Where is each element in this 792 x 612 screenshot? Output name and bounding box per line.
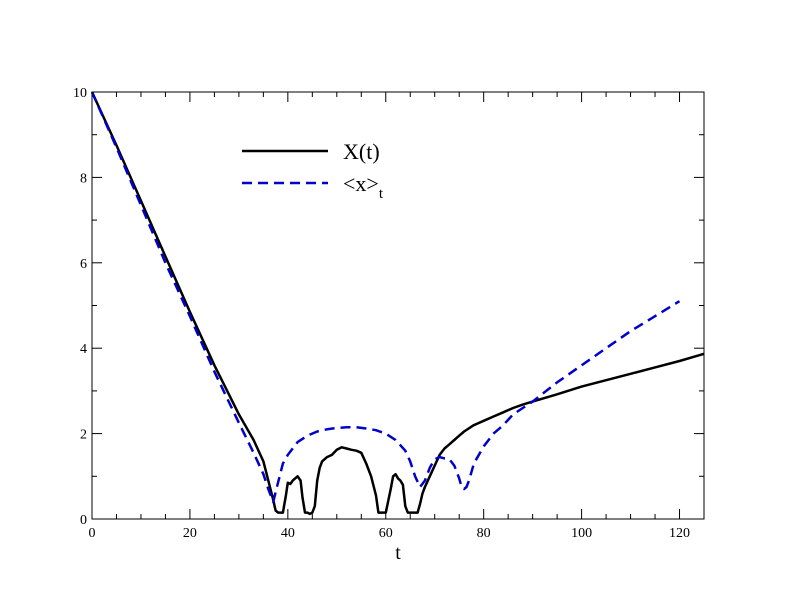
legend-label-x-t: X(t) <box>343 139 380 164</box>
series-line-x-t <box>90 91 705 516</box>
x-tick-label: 100 <box>571 526 592 541</box>
axes: 0 20 40 60 80 100 120 0 2 4 6 8 10 <box>73 86 705 541</box>
x-axis-title: t <box>395 542 401 564</box>
y-tick-label: 10 <box>73 86 87 101</box>
y-tick-label: 2 <box>80 428 87 443</box>
plot-area <box>90 91 705 516</box>
x-tick-label: 0 <box>89 526 96 541</box>
series-line-mean-x <box>90 91 681 504</box>
y-tick-label: 0 <box>80 513 87 528</box>
y-tick-label: 6 <box>80 257 87 272</box>
y-tick-label: 8 <box>80 171 87 186</box>
x-tick-label: 40 <box>281 526 295 541</box>
legend-label-mean-x: <x>t <box>343 171 384 202</box>
y-tick-label: 4 <box>80 342 87 357</box>
x-tick-label: 60 <box>379 526 393 541</box>
x-tick-label: 120 <box>669 526 690 541</box>
x-tick-label: 80 <box>477 526 491 541</box>
legend: X(t) <x>t <box>242 139 384 202</box>
x-tick-label: 20 <box>183 526 197 541</box>
